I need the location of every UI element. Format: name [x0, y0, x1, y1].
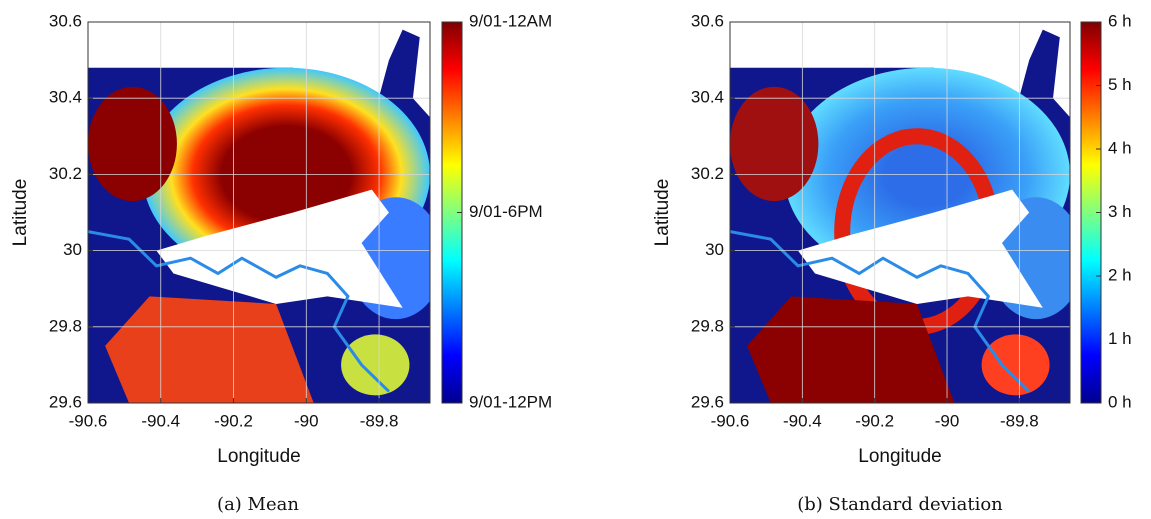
axes-frame [87, 21, 431, 404]
field-region [88, 86, 177, 202]
colorbar-label: 1 h [1108, 329, 1132, 348]
caption: (a) Mean [217, 494, 299, 515]
x-tick-label: -90.2 [214, 411, 253, 430]
x-tick-label: -90.2 [855, 411, 894, 430]
y-tick-label: 30.2 [691, 164, 724, 183]
colorbar-label: 6 h [1108, 11, 1132, 30]
lake [156, 189, 403, 308]
y-tick-label: 29.6 [691, 392, 724, 411]
x-tick-label: -90.4 [783, 411, 822, 430]
colorbar-label: 9/01-12AM [469, 11, 552, 30]
y-tick-label: 30.2 [49, 164, 82, 183]
y-tick-label: 29.6 [49, 392, 82, 411]
field-region [105, 296, 314, 403]
x-tick-label: -90.6 [711, 411, 750, 430]
x-tick-label: -90 [935, 411, 960, 430]
x-tick-label: -90.6 [69, 411, 108, 430]
colorbar-label: 5 h [1108, 75, 1132, 94]
colorbar-label: 3 h [1108, 202, 1132, 221]
x-tick-label: -89.8 [1000, 411, 1039, 430]
colorbar-label: 0 h [1108, 392, 1132, 411]
map [730, 29, 1070, 403]
y-axis-label: Latitude [652, 179, 673, 247]
y-tick-label: 30.4 [49, 88, 82, 107]
y-tick-label: 30.4 [691, 88, 724, 107]
x-axis-label: Longitude [217, 446, 300, 467]
field-region [747, 296, 955, 403]
colorbar-label: 4 h [1108, 138, 1132, 157]
y-tick-label: 29.8 [49, 316, 82, 335]
y-axis-label: Latitude [10, 179, 31, 247]
y-tick-label: 30 [705, 240, 724, 259]
x-tick-label: -89.8 [360, 411, 399, 430]
y-tick-label: 30.6 [49, 11, 82, 30]
x-tick-label: -90 [294, 411, 319, 430]
caption: (b) Standard deviation [797, 494, 1003, 515]
colorbar-label: 9/01-12PM [469, 392, 552, 411]
x-tick-label: -90.4 [141, 411, 180, 430]
y-tick-label: 30 [63, 240, 82, 259]
colorbar-label: 2 h [1108, 265, 1132, 284]
field-region [341, 334, 410, 396]
x-axis-label: Longitude [858, 446, 941, 467]
y-tick-label: 30.6 [691, 11, 724, 30]
field-region [981, 334, 1050, 396]
axes-frame [729, 21, 1071, 404]
map [88, 29, 430, 403]
colorbar-label: 9/01-6PM [469, 202, 543, 221]
field-region [730, 86, 819, 202]
lake [798, 189, 1043, 308]
y-tick-label: 29.8 [691, 316, 724, 335]
